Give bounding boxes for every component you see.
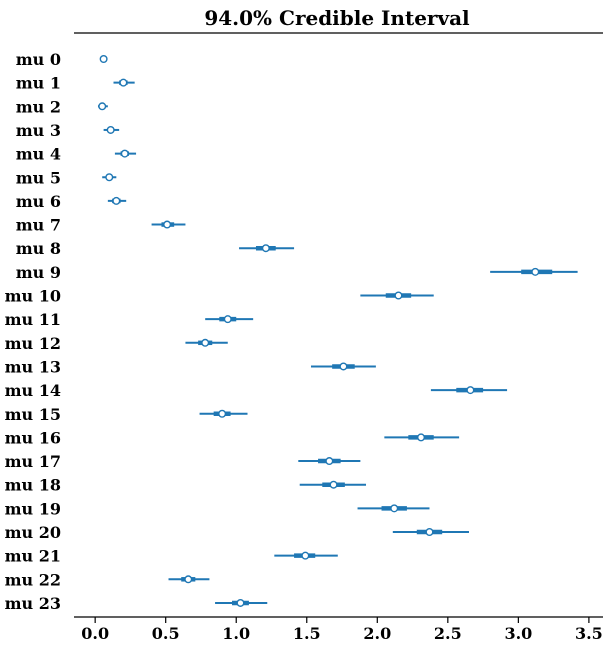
mean-point — [394, 291, 403, 300]
parameter-label: mu 17 — [5, 452, 61, 471]
parameter-row: mu 14 — [5, 381, 508, 400]
mean-point — [99, 55, 108, 64]
mean-point — [261, 244, 270, 253]
parameter-label: mu 22 — [5, 570, 61, 589]
mean-point — [466, 386, 475, 395]
parameter-row: mu 17 — [5, 452, 361, 471]
mean-point — [531, 267, 540, 276]
mean-point — [329, 480, 338, 489]
parameter-label: mu 14 — [5, 381, 61, 400]
parameter-label: mu 13 — [5, 357, 61, 376]
mean-point — [236, 598, 245, 607]
mean-point — [339, 362, 348, 371]
parameter-label: mu 15 — [5, 405, 61, 424]
parameter-row: mu 7 — [16, 216, 186, 235]
parameter-row: mu 0 — [16, 50, 108, 69]
mean-point — [325, 457, 334, 466]
parameter-label: mu 7 — [16, 216, 61, 235]
parameter-row: mu 1 — [16, 74, 135, 93]
mean-point — [106, 125, 115, 134]
mean-point — [163, 220, 172, 229]
parameter-row: mu 10 — [5, 287, 434, 306]
parameter-row: mu 11 — [5, 310, 254, 329]
x-tick-label: 3.5 — [575, 624, 603, 643]
parameter-label: mu 9 — [16, 263, 61, 282]
parameter-label: mu 2 — [16, 97, 61, 116]
parameter-row: mu 20 — [5, 523, 469, 542]
x-tick-label: 2.5 — [434, 624, 462, 643]
parameter-label: mu 19 — [5, 499, 61, 518]
parameter-label: mu 6 — [16, 192, 61, 211]
parameter-row: mu 13 — [5, 357, 376, 376]
parameter-rows: mu 0 mu 1 mu 2 mu 3 mu 4 mu 5 mu 6 mu 7 mu 8 mu 9… — [5, 50, 578, 613]
mean-point — [201, 338, 210, 347]
mean-point — [120, 149, 129, 158]
mean-point — [223, 315, 232, 324]
parameter-row: mu 21 — [5, 547, 338, 566]
mean-point — [301, 551, 310, 560]
chart-title: 94.0% Credible Interval — [204, 6, 470, 30]
x-tick-label: 0.5 — [152, 624, 180, 643]
parameter-row: mu 16 — [5, 428, 460, 447]
parameter-label: mu 3 — [16, 121, 61, 140]
mean-point — [390, 504, 399, 513]
parameter-label: mu 0 — [16, 50, 61, 69]
x-tick-label: 1.0 — [222, 624, 250, 643]
x-axis-ticks: 0.0 0.5 1.0 1.5 2.0 2.5 3.0 3.5 — [81, 617, 603, 643]
parameter-label: mu 12 — [5, 334, 61, 353]
parameter-row: mu 18 — [5, 476, 367, 495]
parameter-row: mu 2 — [16, 97, 108, 116]
x-tick-label: 1.5 — [293, 624, 321, 643]
parameter-label: mu 21 — [5, 547, 61, 566]
parameter-label: mu 5 — [16, 168, 61, 187]
parameter-label: mu 23 — [5, 594, 61, 613]
parameter-label: mu 1 — [16, 74, 61, 93]
parameter-row: mu 9 — [16, 263, 578, 282]
parameter-label: mu 8 — [16, 239, 61, 258]
parameter-row: mu 8 — [16, 239, 295, 258]
parameter-row: mu 12 — [5, 334, 228, 353]
parameter-label: mu 18 — [5, 476, 61, 495]
mean-point — [98, 102, 107, 111]
parameter-row: mu 23 — [5, 594, 268, 613]
parameter-row: mu 3 — [16, 121, 120, 140]
mean-point — [218, 409, 227, 418]
mean-point — [119, 78, 128, 87]
parameter-label: mu 10 — [5, 287, 61, 306]
mean-point — [417, 433, 426, 442]
parameter-label: mu 16 — [5, 428, 61, 447]
parameter-label: mu 11 — [5, 310, 61, 329]
parameter-row: mu 6 — [16, 192, 127, 211]
parameter-row: mu 5 — [16, 168, 117, 187]
mean-point — [112, 196, 121, 205]
parameter-label: mu 4 — [16, 145, 61, 164]
mean-point — [105, 173, 114, 182]
mean-point — [425, 528, 434, 537]
x-tick-label: 0.0 — [81, 624, 109, 643]
parameter-label: mu 20 — [5, 523, 61, 542]
parameter-row: mu 15 — [5, 405, 248, 424]
parameter-row: mu 4 — [16, 145, 137, 164]
x-tick-label: 3.0 — [504, 624, 532, 643]
parameter-row: mu 22 — [5, 570, 210, 589]
parameter-row: mu 19 — [5, 499, 430, 518]
mean-point — [184, 575, 193, 584]
x-tick-label: 2.0 — [363, 624, 391, 643]
